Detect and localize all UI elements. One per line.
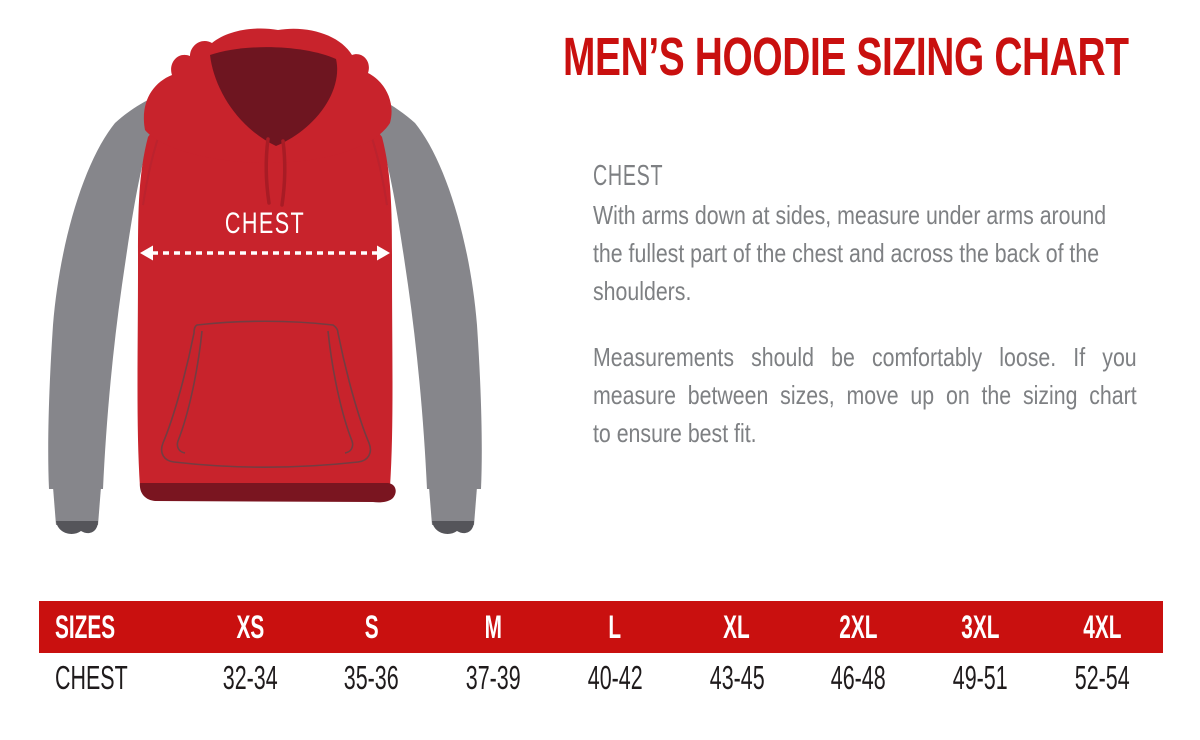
header-cell-xs: XS xyxy=(236,608,264,645)
left-cuff xyxy=(53,487,101,525)
chest-value-3xl: 49-51 xyxy=(952,659,1008,696)
left-cuff-end xyxy=(56,521,98,534)
chest-measurements-row: CHEST 32-34 35-36 37-39 40-42 43-45 46-4… xyxy=(39,653,1163,703)
chest-description: With arms down at sides, measure under a… xyxy=(593,196,1137,310)
fit-note-line: to ensure best fit. xyxy=(593,418,757,448)
kangaroo-pocket xyxy=(160,320,372,469)
description-line: the fullest part of the chest and across… xyxy=(593,238,1100,268)
hood-interior xyxy=(210,47,338,146)
left-sleeve xyxy=(48,87,188,489)
chest-measure-arrow xyxy=(140,245,390,261)
page-title: MEN’S HOODIE SIZING CHART xyxy=(563,27,1129,87)
chest-value-4xl: 52-54 xyxy=(1074,659,1130,696)
fit-note: Measurements should be comfortably loose… xyxy=(593,338,1137,452)
row-label-chest: CHEST xyxy=(55,659,128,696)
sizing-table: SIZES XS S M L XL 2XL 3XL 4XL CHEST 32-3… xyxy=(39,601,1163,703)
right-cuff-end xyxy=(432,521,474,534)
right-sleeve xyxy=(342,87,482,489)
drawstrings xyxy=(264,137,287,207)
header-cell-s: S xyxy=(364,608,379,645)
fit-note-line: measure between sizes, move up on the si… xyxy=(593,380,1137,410)
hoodie-illustration: CHEST xyxy=(48,28,482,534)
hem-band xyxy=(139,483,396,503)
chest-value-2xl: 46-48 xyxy=(831,659,887,696)
chest-value-l: 40-42 xyxy=(587,659,643,696)
header-cell-3xl: 3XL xyxy=(961,608,1000,645)
fit-note-line: Measurements should be comfortably loose… xyxy=(593,342,1137,372)
description-line: With arms down at sides, measure under a… xyxy=(593,200,1107,230)
chest-value-m: 37-39 xyxy=(465,659,521,696)
header-cell-xl: XL xyxy=(723,608,751,645)
header-cell-4xl: 4XL xyxy=(1083,608,1122,645)
chest-value-xs: 32-34 xyxy=(222,659,278,696)
sizing-table-header-row: SIZES XS S M L XL 2XL 3XL 4XL xyxy=(39,601,1163,653)
header-cell-m: M xyxy=(484,608,503,645)
chest-measure-label: CHEST xyxy=(225,205,305,239)
header-cell-2xl: 2XL xyxy=(839,608,878,645)
right-cuff xyxy=(429,487,477,525)
hoodie-body xyxy=(137,105,393,487)
chest-section-heading: CHEST xyxy=(593,160,664,192)
header-cell-sizes: SIZES xyxy=(55,608,116,645)
header-cell-l: L xyxy=(608,608,622,645)
chest-value-s: 35-36 xyxy=(344,659,400,696)
description-line: shoulders. xyxy=(593,276,692,306)
chest-value-xl: 43-45 xyxy=(709,659,765,696)
